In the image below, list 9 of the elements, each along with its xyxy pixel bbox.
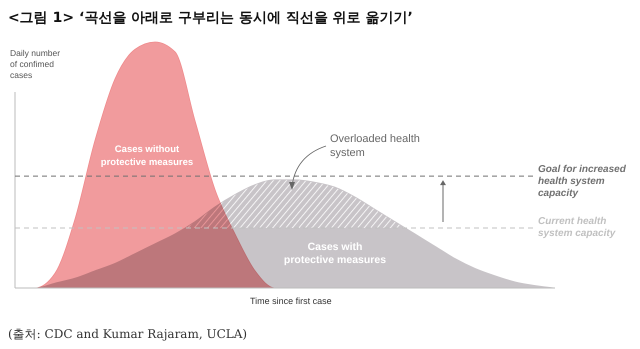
annotation: Overloaded health system [330, 133, 420, 159]
x-axis-title: Time since first case [250, 296, 332, 306]
text: (출처: CDC and Kumar Rajaram, UCLA) [8, 327, 248, 341]
ref-line-label: Goal for increased health system capacity [538, 164, 627, 200]
ref-line-label: Current health system capacity [538, 216, 616, 239]
series-label: Cases with protective measures [284, 241, 386, 266]
series-label: Cases without protective measures [100, 144, 194, 168]
chart-title: <그림 1> ‘곡선을 아래로 구부리는 동시에 직선을 위로 옮기기’ [8, 10, 413, 26]
y-axis-title: Daily number of confimed cases [10, 48, 60, 80]
